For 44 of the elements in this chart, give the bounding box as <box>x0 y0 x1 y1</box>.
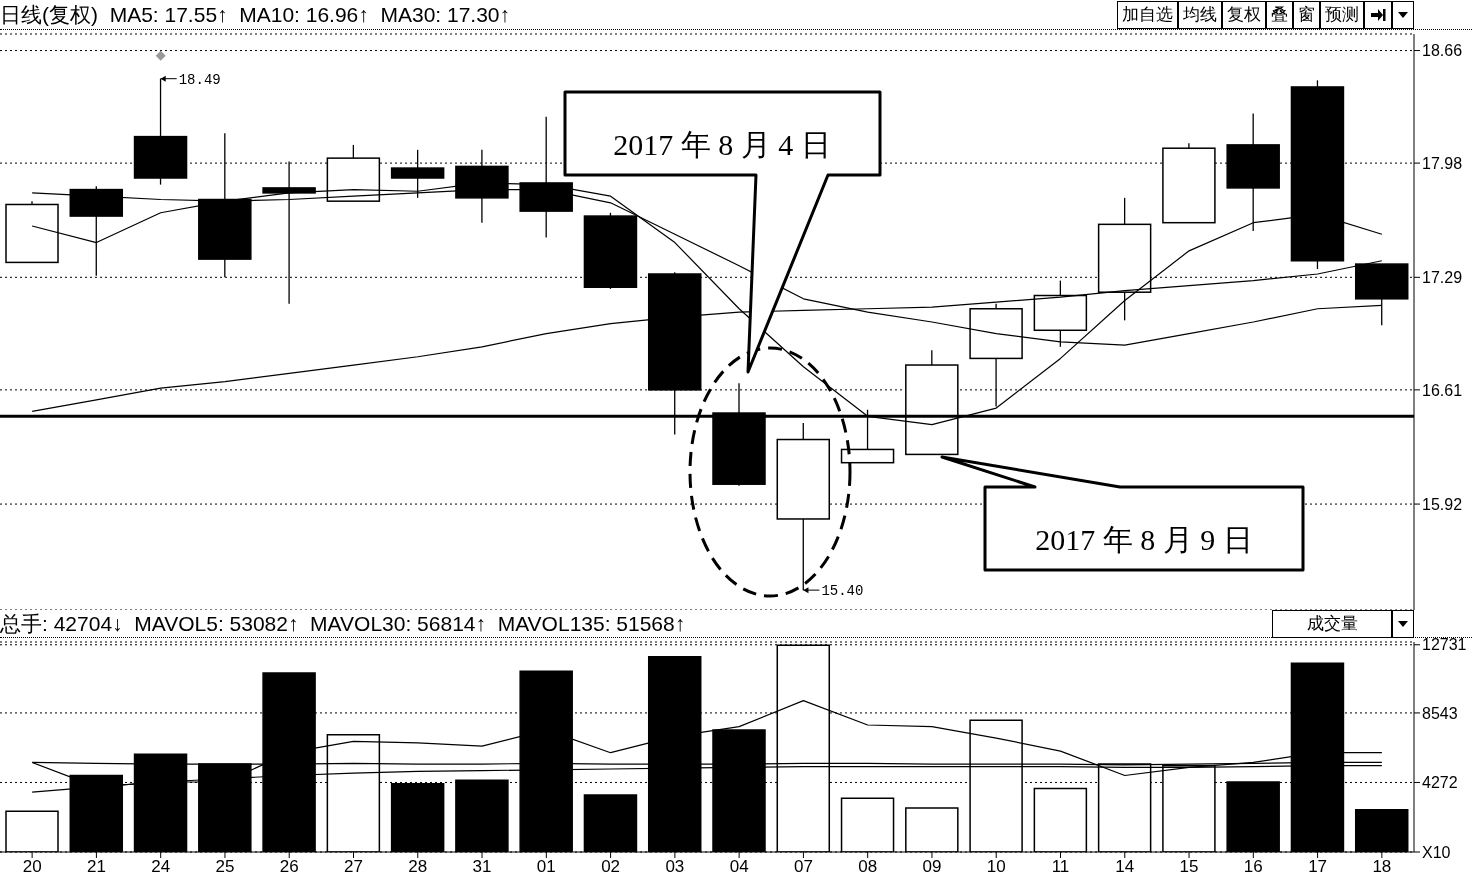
x-tick-label: 03 <box>665 857 685 877</box>
annotation: 15.40 <box>821 583 864 600</box>
text: 均线 <box>1178 0 1222 29</box>
y-tick-label: X10 <box>1422 843 1451 861</box>
text: 窗 <box>1293 0 1320 29</box>
x-tick-label: 11 <box>1051 857 1070 877</box>
x-tick-label: 07 <box>793 857 813 877</box>
y-tick-label: 17.98 <box>1422 154 1463 172</box>
x-tick-label: 15 <box>1179 857 1199 877</box>
x-tick-label: 16 <box>1243 857 1263 877</box>
x-tick-label: 27 <box>344 857 363 877</box>
x-tick-label: 09 <box>922 857 942 877</box>
text: 预测 <box>1320 0 1364 29</box>
y-tick-label: 4272 <box>1422 774 1458 792</box>
x-tick-label: 08 <box>858 857 878 877</box>
y-tick-label: 18.66 <box>1422 42 1463 60</box>
annotation: 18.49 <box>178 71 221 88</box>
y-tick-label: 16.61 <box>1422 381 1463 399</box>
text: 叠 <box>1266 0 1293 29</box>
x-tick-label: 04 <box>729 857 749 877</box>
x-tick-label: 24 <box>151 857 171 877</box>
x-tick-label: 01 <box>536 857 556 877</box>
y-tick-label: 8543 <box>1422 704 1458 722</box>
annotation: 2017 年 8 月 9 日 <box>1035 523 1253 556</box>
x-tick-label: 31 <box>472 857 492 877</box>
text: 复权 <box>1222 0 1266 29</box>
y-tick-label: 15.92 <box>1422 495 1463 513</box>
x-tick-label: 28 <box>408 857 428 877</box>
x-tick-label: 26 <box>279 857 299 877</box>
text: 成交量 <box>1272 609 1392 638</box>
x-tick-label: 17 <box>1308 857 1328 877</box>
x-tick-label: 02 <box>601 857 621 877</box>
y-tick-label: 12731 <box>1422 636 1467 654</box>
x-tick-label: 18 <box>1372 857 1392 877</box>
x-tick-label: 20 <box>22 857 42 877</box>
chart-title: 总手: 42704↓ MAVOL5: 53082↑ MAVOL30: 56814↑ MAVOL135: 51568↑ <box>0 610 686 637</box>
x-tick-label: 25 <box>215 857 235 877</box>
annotation: 2017 年 8 月 4 日 <box>613 128 831 161</box>
text: 加自选 <box>1117 0 1178 29</box>
x-tick-label: 14 <box>1115 857 1135 877</box>
y-tick-label: 17.29 <box>1422 268 1463 286</box>
chart-title: 日线(复权) MA5: 17.55↑ MA10: 16.96↑ MA30: 17.30↑ <box>0 1 511 28</box>
x-tick-label: 21 <box>86 857 106 877</box>
x-tick-label: 10 <box>986 857 1006 877</box>
